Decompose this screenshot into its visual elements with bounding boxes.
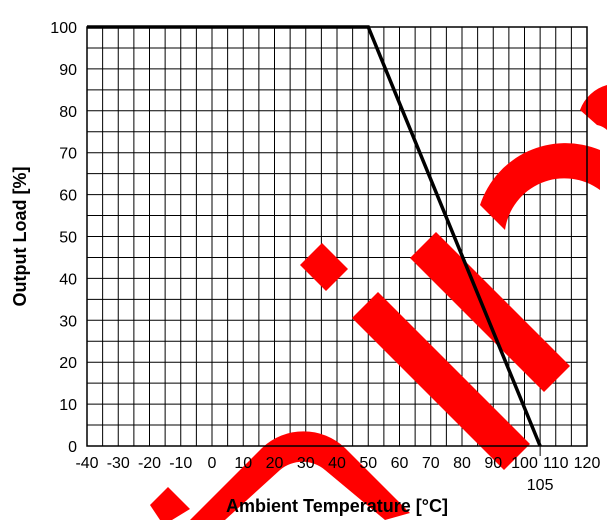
x-tick-label: 110 — [543, 455, 569, 472]
y-axis-ticks: 0 10 20 30 40 50 60 70 80 90 100 — [50, 20, 77, 456]
x-extra-tick-label: 105 — [527, 477, 554, 494]
grid — [86, 26, 588, 447]
x-tick-label: 40 — [328, 455, 346, 472]
y-tick-label: 100 — [50, 20, 77, 37]
y-axis-title: Output Load [%] — [10, 167, 30, 307]
x-tick-label: -10 — [169, 455, 192, 472]
watermark-stroke-5 — [580, 85, 607, 130]
x-tick-label: 50 — [359, 455, 377, 472]
x-axis-title: Ambient Temperature [°C] — [226, 496, 448, 516]
x-tick-label: 60 — [391, 455, 409, 472]
x-tick-label: 0 — [208, 455, 217, 472]
watermark-stroke-1 — [300, 243, 348, 291]
x-tick-label: 80 — [453, 455, 471, 472]
y-tick-label: 10 — [59, 397, 77, 414]
watermark-stroke-4 — [480, 143, 600, 230]
watermark-stroke-7 — [150, 487, 190, 520]
x-tick-label: 10 — [234, 455, 252, 472]
x-tick-label: 70 — [422, 455, 440, 472]
x-tick-label: 90 — [484, 455, 502, 472]
y-tick-label: 0 — [68, 439, 77, 456]
y-tick-label: 20 — [59, 355, 77, 372]
y-tick-label: 50 — [59, 230, 77, 247]
x-tick-label: 20 — [266, 455, 284, 472]
x-tick-label: -40 — [75, 455, 98, 472]
x-tick-label: 100 — [511, 455, 538, 472]
x-tick-label: 120 — [574, 455, 601, 472]
watermark-stroke-3 — [410, 232, 570, 392]
y-tick-label: 70 — [59, 146, 77, 163]
y-tick-label: 90 — [59, 62, 77, 79]
x-axis-ticks: -40 -30 -20 -10 0 10 20 30 40 50 60 70 80 90 100 110 120… — [75, 446, 600, 494]
y-tick-label: 40 — [59, 271, 77, 288]
y-tick-label: 80 — [59, 104, 77, 121]
y-tick-label: 30 — [59, 313, 77, 330]
watermark-stroke-6 — [190, 431, 410, 520]
plot-frame — [86, 26, 588, 447]
x-tick-label: 30 — [297, 455, 315, 472]
watermark-stroke-2 — [352, 292, 530, 470]
y-tick-label: 60 — [59, 188, 77, 205]
x-tick-label: -20 — [138, 455, 161, 472]
watermark — [150, 85, 607, 520]
x-tick-label: -30 — [107, 455, 130, 472]
